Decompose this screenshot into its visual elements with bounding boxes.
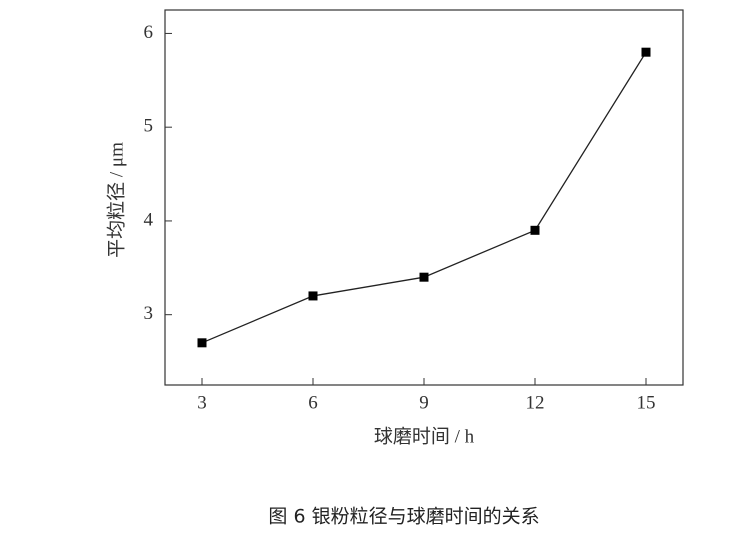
x-tick-label: 9 xyxy=(419,392,429,413)
marker xyxy=(308,291,318,301)
x-tick-label: 3 xyxy=(197,392,207,413)
series-line xyxy=(201,51,647,344)
x-tick-label: 15 xyxy=(637,392,656,413)
marker xyxy=(419,272,429,282)
caption: 图 6 银粉粒径与球磨时间的关系 xyxy=(268,506,539,528)
marker xyxy=(530,225,540,235)
x-tick-label: 12 xyxy=(526,392,545,413)
y-tick-label: 4 xyxy=(144,209,154,230)
y-tick-label: 6 xyxy=(144,22,154,43)
y-tick-label: 5 xyxy=(144,116,154,137)
marker xyxy=(641,47,651,57)
y-axis-label: 平均粒径 / μm xyxy=(105,142,127,258)
x-axis-label: 球磨时间 / h xyxy=(374,425,475,447)
marker xyxy=(197,338,207,348)
plot-frame xyxy=(164,9,684,386)
x-tick-label: 6 xyxy=(308,392,318,413)
y-tick-label: 3 xyxy=(144,303,154,324)
